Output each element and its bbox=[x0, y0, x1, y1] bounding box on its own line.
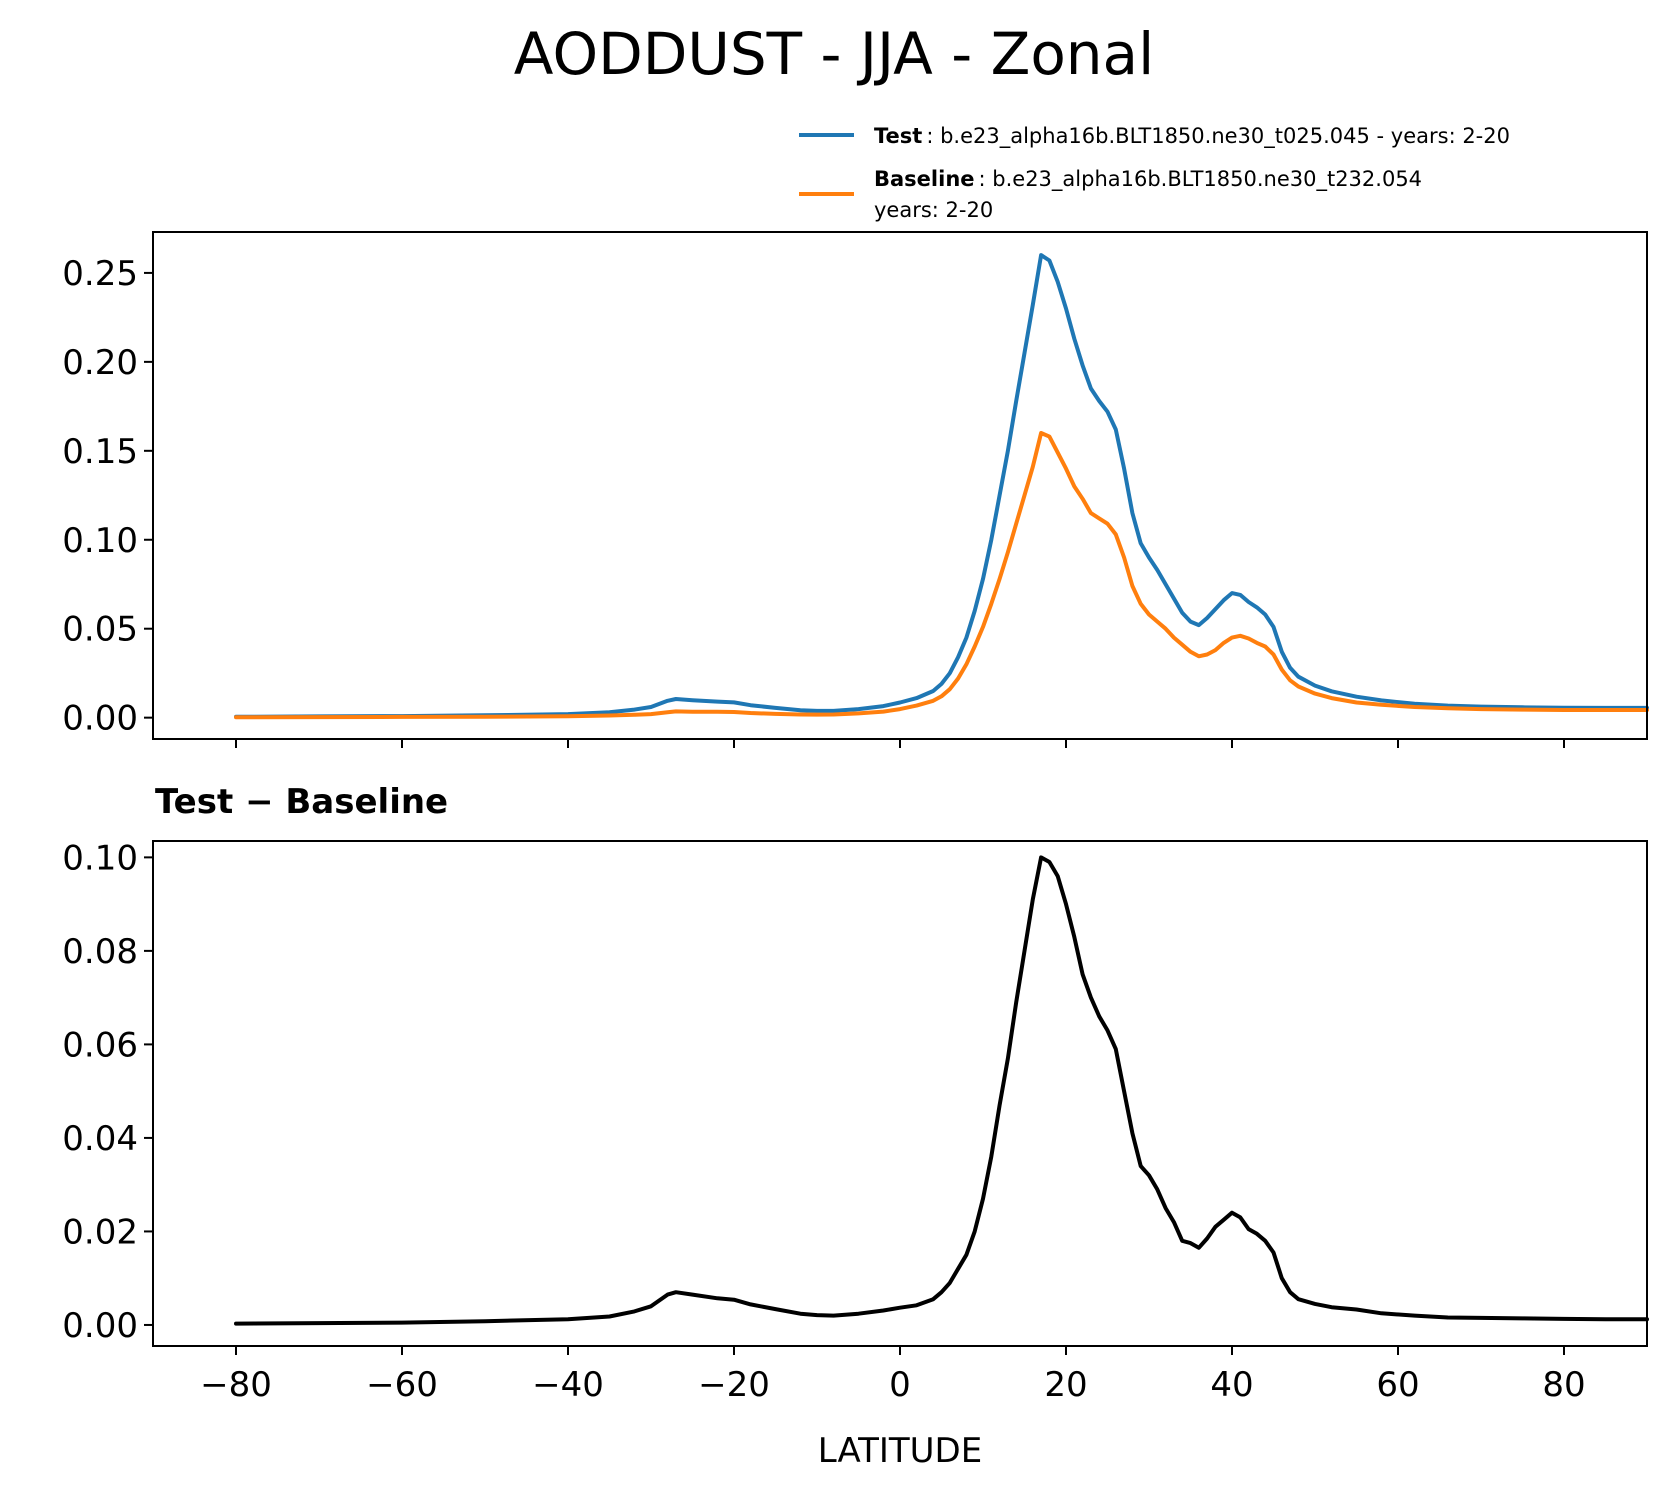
bottom-panel: 0.00 0.02 0.04 0.06 0.08 0.10 −80 −60 −40 −20 0 20 4… bbox=[62, 838, 1649, 1405]
y-tick-label: 0.00 bbox=[62, 1306, 138, 1346]
y-tick-label: 0.05 bbox=[62, 610, 138, 650]
y-tick-label: 0.04 bbox=[62, 1119, 138, 1159]
y-tick-label: 0.10 bbox=[62, 521, 138, 561]
legend-label-baseline: Baseline: b.e23_alpha16b.BLT1850.ne30_t2… bbox=[874, 167, 1422, 192]
x-tick-label: −60 bbox=[366, 1365, 438, 1405]
x-tick-label: −20 bbox=[698, 1365, 770, 1405]
legend-test-name: Test bbox=[874, 124, 922, 148]
series-line-difference bbox=[234, 855, 1649, 1326]
x-tick-label: 20 bbox=[1044, 1365, 1087, 1405]
y-tick-label: 0.00 bbox=[62, 699, 138, 739]
x-tick-label: 80 bbox=[1542, 1365, 1585, 1405]
legend-baseline-years: years: 2-20 bbox=[874, 198, 993, 222]
y-tick-label: 0.15 bbox=[62, 432, 138, 472]
plot-frame bbox=[152, 231, 1648, 740]
panel-title-difference: Test − Baseline bbox=[155, 782, 448, 822]
y-tick-label: 0.25 bbox=[62, 254, 138, 294]
legend: Test: b.e23_alpha16b.BLT1850.ne30_t025.0… bbox=[799, 124, 1510, 222]
series-line-baseline bbox=[234, 431, 1649, 720]
x-tick-label: 0 bbox=[889, 1365, 911, 1405]
legend-baseline-text: : b.e23_alpha16b.BLT1850.ne30_t232.054 bbox=[979, 167, 1423, 192]
x-axis-label: LATITUDE bbox=[818, 1431, 982, 1471]
y-tick-label: 0.02 bbox=[62, 1212, 138, 1252]
x-tick-label: 40 bbox=[1210, 1365, 1253, 1405]
y-tick-label: 0.06 bbox=[62, 1025, 138, 1065]
y-tick-label: 0.08 bbox=[62, 932, 138, 972]
y-tick-label: 0.20 bbox=[62, 343, 138, 383]
legend-label-test: Test: b.e23_alpha16b.BLT1850.ne30_t025.0… bbox=[874, 124, 1510, 149]
top-panel: 0.00 0.05 0.10 0.15 0.20 0.25 bbox=[62, 231, 1649, 748]
x-tick-label: 60 bbox=[1376, 1365, 1419, 1405]
y-tick-label: 0.10 bbox=[62, 838, 138, 878]
series-line-test bbox=[234, 253, 1649, 719]
figure-title: AODDUST - JJA - Zonal bbox=[514, 20, 1154, 88]
plot-frame bbox=[152, 840, 1648, 1347]
legend-baseline-name: Baseline bbox=[874, 167, 975, 191]
x-tick-label: −40 bbox=[532, 1365, 604, 1405]
legend-test-text: : b.e23_alpha16b.BLT1850.ne30_t025.045 -… bbox=[926, 124, 1510, 149]
x-tick-label: −80 bbox=[200, 1365, 272, 1405]
